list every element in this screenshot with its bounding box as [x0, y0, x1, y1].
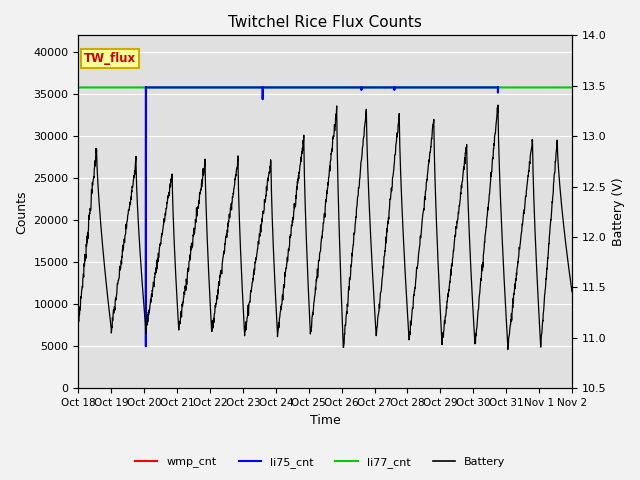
Y-axis label: Counts: Counts [15, 190, 28, 234]
X-axis label: Time: Time [310, 414, 340, 427]
Y-axis label: Battery (V): Battery (V) [612, 178, 625, 246]
Text: TW_flux: TW_flux [84, 52, 136, 65]
Legend: wmp_cnt, li75_cnt, li77_cnt, Battery: wmp_cnt, li75_cnt, li77_cnt, Battery [131, 452, 509, 472]
Title: Twitchel Rice Flux Counts: Twitchel Rice Flux Counts [228, 15, 422, 30]
